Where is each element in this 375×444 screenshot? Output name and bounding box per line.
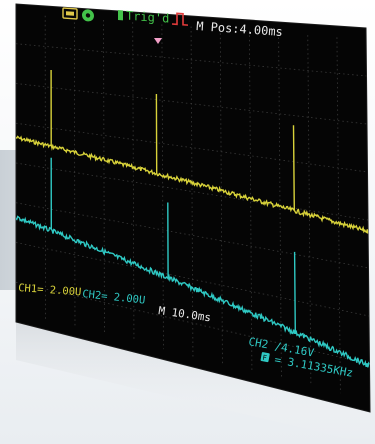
grid-line-vertical — [103, 20, 105, 335]
ch1-waveform — [16, 69, 369, 234]
grid-line-horizontal — [16, 162, 369, 221]
grid-line-vertical — [336, 37, 341, 394]
usb-icon — [82, 9, 94, 22]
grid-line-horizontal — [16, 43, 367, 77]
grid-line-horizontal — [16, 281, 370, 365]
grid-line-vertical — [190, 26, 194, 357]
trigger-status-label: Trig'd — [126, 9, 169, 26]
grid-line-horizontal — [16, 242, 370, 317]
screen-reflection — [16, 322, 370, 444]
grid-line-vertical — [73, 17, 76, 328]
svg-text:F: F — [262, 354, 268, 363]
status-bar: Trig'd M Pos:4.00ms — [62, 7, 283, 39]
horizontal-position-readout: M Pos:4.00ms — [196, 19, 283, 39]
graticule-grid — [16, 15, 370, 394]
grid-line-vertical — [132, 22, 135, 342]
grid-line-horizontal — [16, 122, 368, 173]
grid-line-horizontal — [16, 83, 368, 125]
screen-panel — [15, 3, 371, 413]
rising-edge-icon — [172, 12, 188, 26]
run-state-icon — [62, 7, 78, 20]
ch2-waveform — [16, 157, 370, 368]
frequency-icon: F — [260, 352, 270, 363]
grid-line-vertical — [249, 30, 253, 372]
trigger-status-indicator — [118, 10, 123, 21]
grid-line-horizontal — [16, 202, 369, 269]
trigger-position-marker-icon — [154, 38, 162, 44]
ch1-scale-readout: CH1= 2.00U — [18, 282, 82, 298]
